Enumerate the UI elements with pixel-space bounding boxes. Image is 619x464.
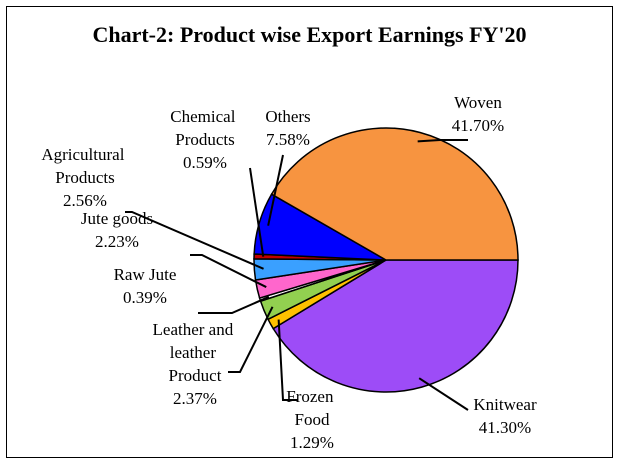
slice-label-line: leather	[170, 343, 221, 362]
chart-title-box: Chart-2: Product wise Export Earnings FY…	[0, 22, 619, 48]
pie-slice	[272, 259, 519, 393]
slice-value-label: 0.59%	[183, 153, 227, 172]
slice-label-line: Product	[169, 366, 222, 385]
chart-title: Chart-2: Product wise Export Earnings FY…	[92, 22, 527, 47]
slice-label-line: Products	[55, 168, 115, 187]
slice-value-label: 7.58%	[266, 130, 310, 149]
leader-line	[125, 211, 264, 270]
slice-value-label: 0.39%	[123, 288, 167, 307]
slice-label-line: Knitwear	[473, 395, 537, 414]
leader-line	[418, 377, 469, 411]
leader-line	[417, 139, 468, 143]
slice-value-label: 41.30%	[479, 418, 531, 437]
slice-label: Frozen Food	[286, 387, 337, 429]
slice-label-line: Raw Jute	[114, 265, 177, 284]
slice-label: Woven	[454, 93, 502, 112]
slice-value-label: 2.37%	[173, 389, 217, 408]
leader-line	[277, 319, 298, 401]
slice-value-label: 41.70%	[452, 116, 504, 135]
slice-label-line: Products	[175, 130, 235, 149]
leader-line	[228, 306, 274, 373]
slice-label-line: Chemical	[170, 107, 239, 126]
leader-line	[190, 254, 267, 288]
slice-label: Raw Jute	[114, 265, 177, 284]
slice-label-line: Leather and	[153, 320, 238, 339]
slice-label: Jute goods	[81, 209, 153, 228]
slice-label-line: Agricultural	[41, 145, 128, 164]
slice-label-line: Woven	[454, 93, 502, 112]
leader-line	[267, 154, 284, 226]
slice-label-line: Others	[265, 107, 310, 126]
slice-label: Others	[265, 107, 310, 126]
slice-value-label: 2.23%	[95, 232, 139, 251]
leader-line	[249, 167, 265, 257]
slice-label-line: Jute goods	[81, 209, 153, 228]
slice-label-line: Food	[295, 410, 330, 429]
slice-label: Leather and leather Product	[153, 320, 238, 385]
slice-label-line: Frozen	[286, 387, 337, 406]
slice-label: Knitwear	[473, 395, 537, 414]
slice-value-label: 1.29%	[290, 433, 334, 452]
slice-value-label: 2.56%	[63, 191, 107, 210]
slice-label: Agricultural Products	[41, 145, 128, 187]
slice-label: Chemical Products	[170, 107, 239, 149]
leader-line	[198, 295, 270, 314]
pie-slice	[270, 127, 519, 261]
